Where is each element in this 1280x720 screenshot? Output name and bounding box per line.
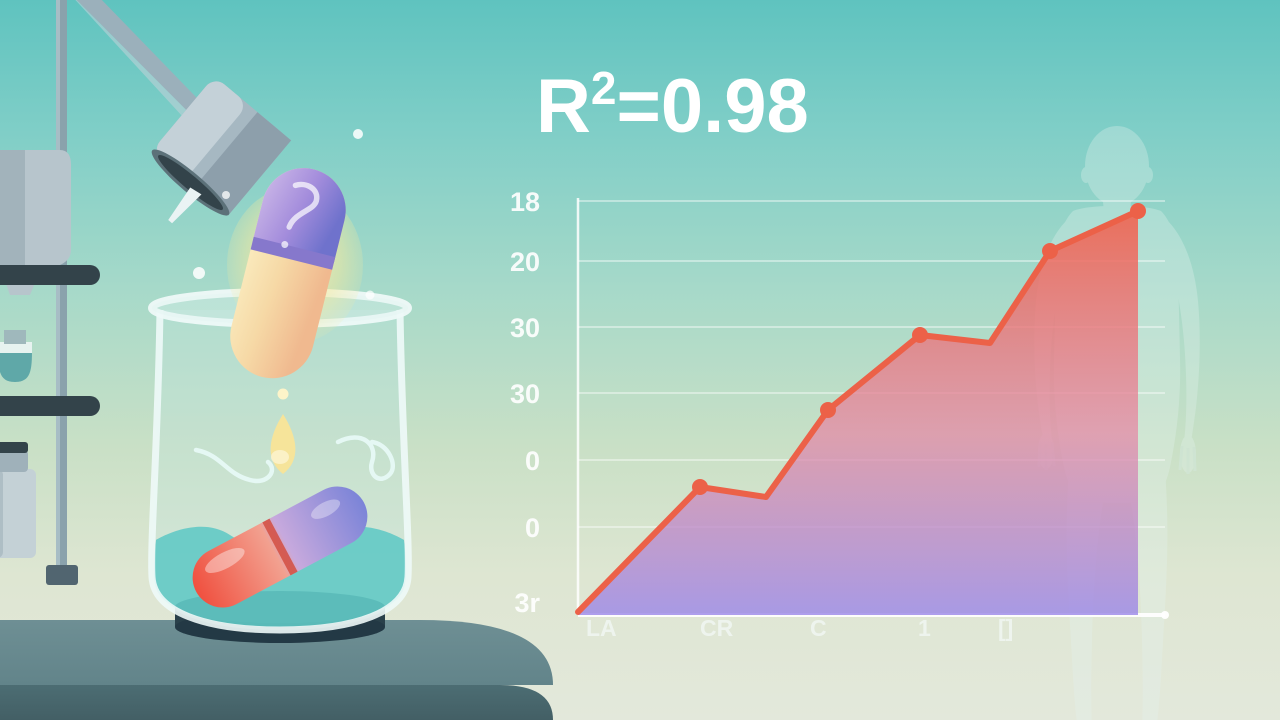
svg-text:18: 18	[510, 187, 540, 217]
svg-text:0: 0	[525, 446, 540, 476]
svg-text:LA: LA	[586, 615, 617, 641]
svg-text:C: C	[810, 615, 827, 641]
svg-text:30: 30	[510, 313, 540, 343]
svg-text:0: 0	[525, 513, 540, 543]
svg-text:20: 20	[510, 247, 540, 277]
svg-text:3r: 3r	[514, 588, 540, 618]
svg-text:R2=0.98: R2=0.98	[536, 62, 809, 149]
svg-text:CR: CR	[700, 615, 734, 641]
svg-text:30: 30	[510, 379, 540, 409]
svg-text:1: 1	[918, 615, 931, 641]
svg-text:[]: []	[998, 615, 1013, 641]
